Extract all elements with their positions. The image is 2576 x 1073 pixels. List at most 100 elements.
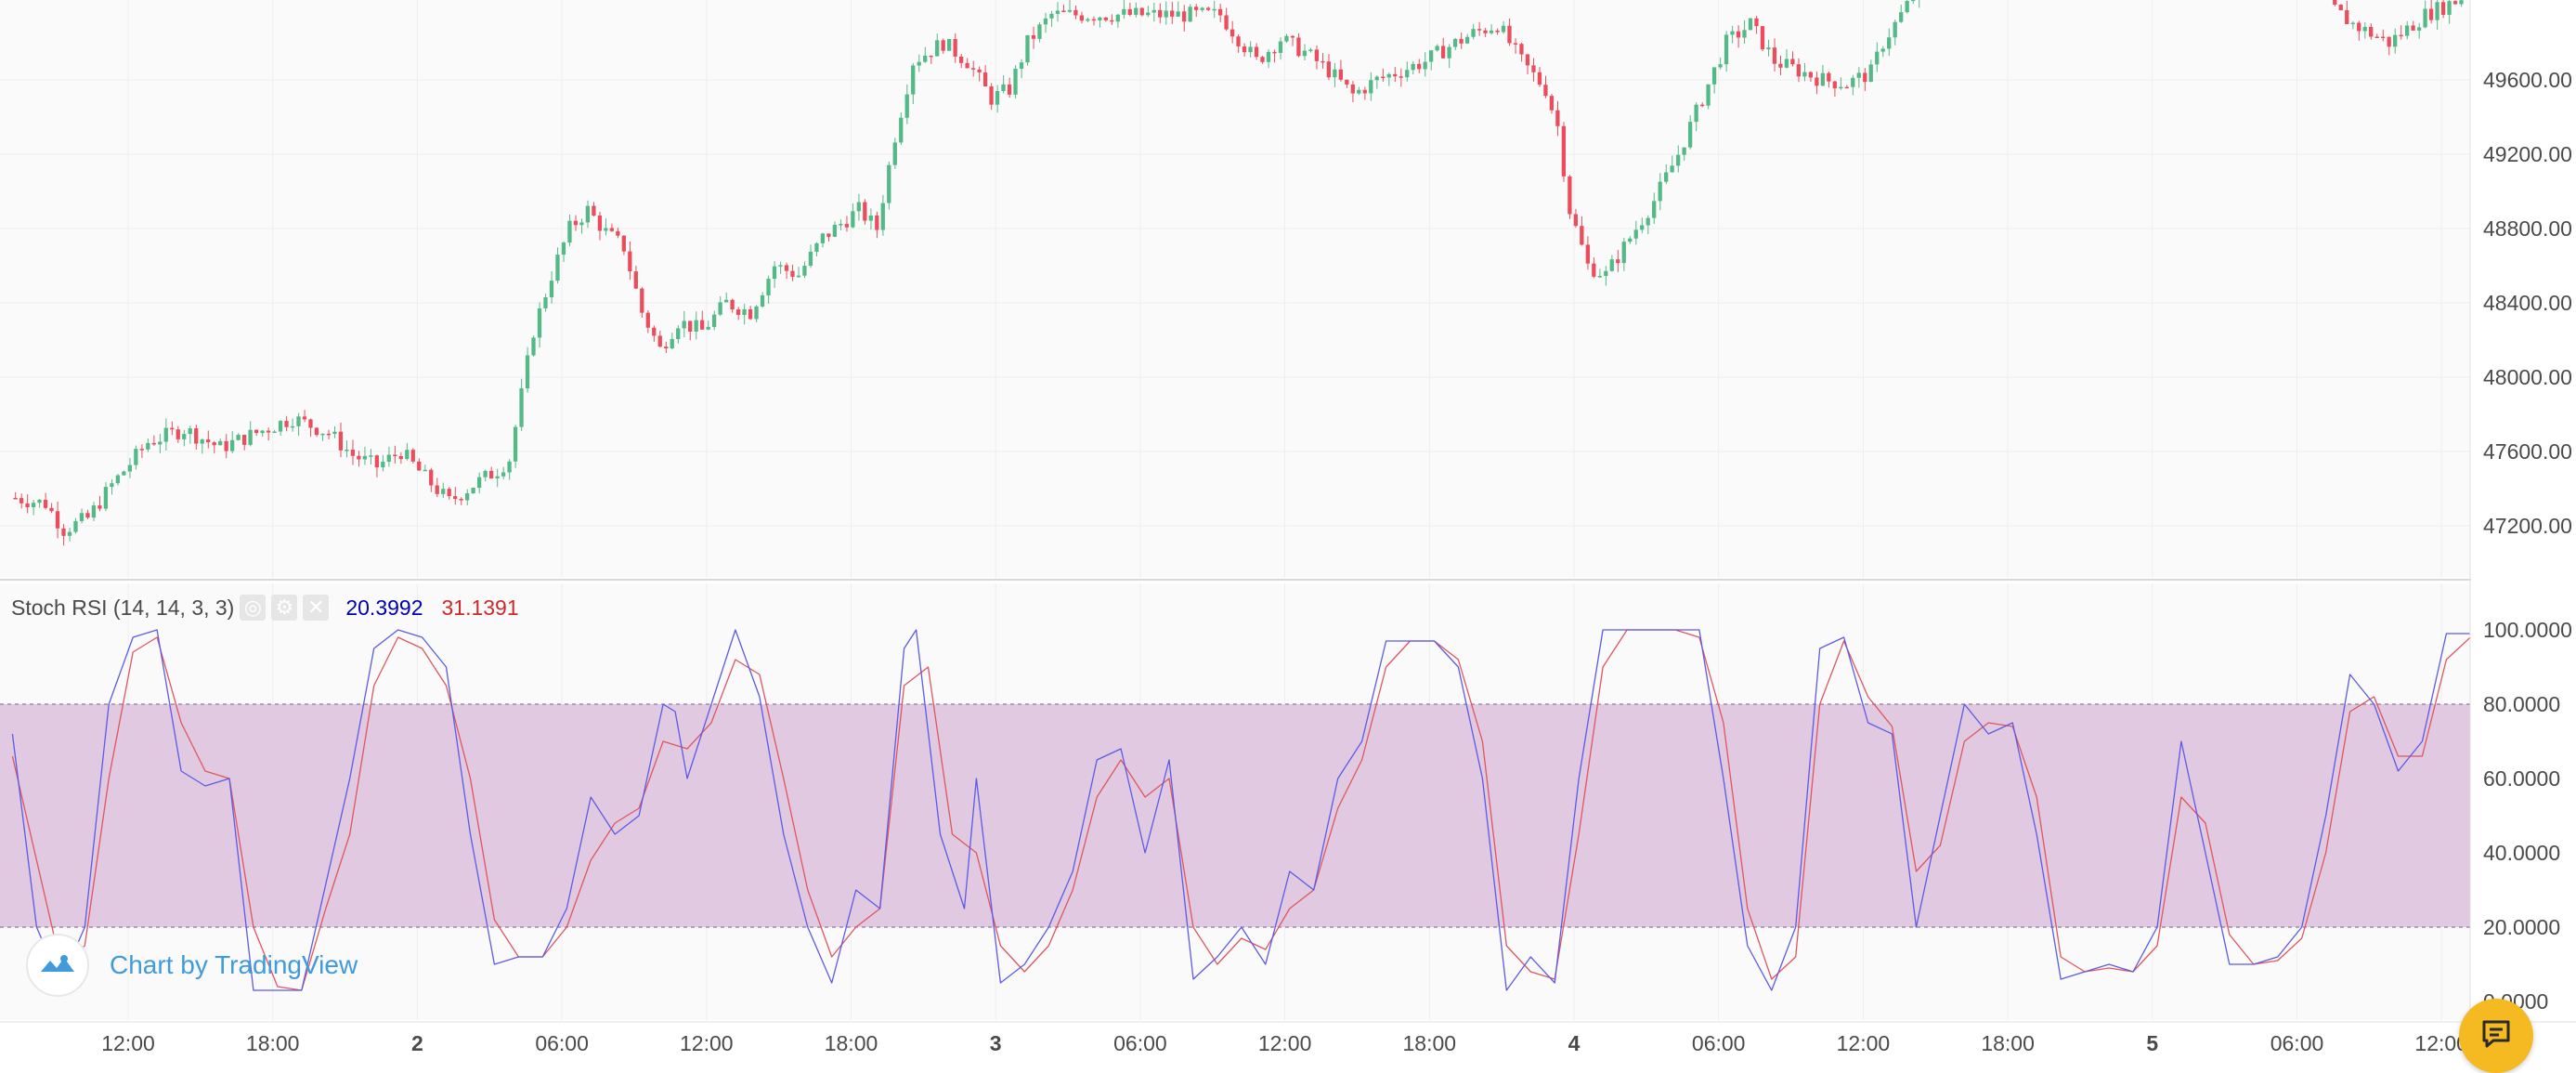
candle-body xyxy=(1736,31,1741,38)
candle-body xyxy=(1832,81,1837,89)
candle-body xyxy=(218,440,223,446)
price-tick-label: 48000.00 xyxy=(2483,365,2572,389)
candle-body xyxy=(2452,1,2458,5)
candle-body xyxy=(682,321,686,329)
candle-body xyxy=(308,419,313,428)
eye-icon[interactable]: ◎ xyxy=(240,595,267,621)
time-tick-label: 18:00 xyxy=(1981,1031,2035,1055)
candle-body xyxy=(1868,64,1873,83)
stoch-tick-label: 40.0000 xyxy=(2483,841,2560,865)
stoch-rsi-pane[interactable] xyxy=(0,583,2576,1020)
candle-body xyxy=(1766,47,1771,50)
candle-body xyxy=(471,488,475,493)
candle-body xyxy=(863,202,867,221)
candle-body xyxy=(567,220,572,243)
candle-body xyxy=(573,220,579,226)
candle-body xyxy=(784,265,789,271)
candle-body xyxy=(904,94,909,118)
candle-body xyxy=(579,222,584,226)
candle-body xyxy=(151,442,156,445)
candle-body xyxy=(103,487,109,509)
candle-body xyxy=(278,421,283,432)
candle-body xyxy=(284,421,289,427)
candle-body xyxy=(844,224,850,228)
candle-body xyxy=(1357,89,1361,94)
candle-body xyxy=(953,39,957,57)
candle-body xyxy=(1158,9,1163,18)
candle-body xyxy=(1429,50,1434,62)
time-tick-label: 18:00 xyxy=(1403,1031,1457,1055)
price-axis[interactable]: 47200.00 47600.00 48000.00 48400.00 48800.00… xyxy=(2469,0,2576,1022)
candle-body xyxy=(115,475,121,484)
candle-body xyxy=(37,499,42,504)
candle-body xyxy=(832,224,838,237)
candle-body xyxy=(1718,64,1723,68)
time-tick-label: 06:00 xyxy=(2270,1031,2324,1055)
candle-body xyxy=(1224,15,1229,30)
candle-body xyxy=(958,56,964,63)
candle-body xyxy=(941,40,945,51)
time-tick-label: 12:00 xyxy=(1837,1031,1891,1055)
candle-body xyxy=(290,425,295,428)
candle-body xyxy=(423,469,427,472)
candle-body xyxy=(188,428,192,435)
candle-body xyxy=(1308,49,1313,51)
candle-body xyxy=(1164,10,1168,18)
candle-body xyxy=(176,429,180,439)
candle-body xyxy=(2435,2,2439,20)
candle-body xyxy=(374,455,379,468)
candle-body xyxy=(1905,1,1909,13)
candle-body xyxy=(326,433,332,436)
candle-body xyxy=(1489,30,1494,33)
candle-body xyxy=(676,328,681,339)
candle-body xyxy=(1568,176,1572,215)
candle-body xyxy=(1851,77,1855,87)
candle-body xyxy=(386,454,391,463)
candle-body xyxy=(1031,34,1036,39)
candle-body xyxy=(110,483,114,488)
candle-body xyxy=(1399,76,1403,78)
candle-body xyxy=(1730,31,1735,35)
candle-body xyxy=(616,230,620,236)
candle-body xyxy=(345,450,349,451)
candle-body xyxy=(585,205,591,223)
candle-body xyxy=(778,265,783,267)
price-pane[interactable] xyxy=(0,0,2576,581)
candle-body xyxy=(2399,34,2403,37)
candle-body xyxy=(694,320,698,332)
candle-body xyxy=(604,228,608,231)
candle-body xyxy=(839,224,843,226)
candle-body xyxy=(826,233,831,237)
candle-body xyxy=(1248,46,1253,53)
candle-body xyxy=(1333,69,1337,78)
candle-body xyxy=(742,308,747,315)
candle-body xyxy=(73,520,78,532)
candle-body xyxy=(236,435,241,440)
candle-body xyxy=(633,271,638,289)
candle-body xyxy=(393,454,397,457)
candle-body xyxy=(453,496,458,499)
candle-body xyxy=(134,449,138,465)
close-icon[interactable]: ✕ xyxy=(303,595,330,621)
candle-body xyxy=(1820,72,1825,86)
candle-body xyxy=(2374,36,2379,38)
candle-body xyxy=(609,228,614,231)
candle-body xyxy=(1471,29,1476,37)
time-axis[interactable]: 12:00 18:00 2 06:00 12:00 18:00 3 06:00 12:00 18:… xyxy=(0,1021,2576,1065)
candle-body xyxy=(555,255,560,281)
gear-icon[interactable]: ⚙ xyxy=(271,595,298,621)
candle-body xyxy=(2387,36,2391,47)
candle-body xyxy=(875,216,879,230)
candle-body xyxy=(2447,1,2452,15)
candle-body xyxy=(1772,47,1777,64)
candle-body xyxy=(1061,10,1066,12)
chat-button[interactable] xyxy=(2459,999,2533,1073)
candle-body xyxy=(1115,14,1120,22)
tradingview-watermark[interactable]: Chart by TradingView xyxy=(26,933,358,998)
candle-body xyxy=(1091,19,1096,21)
watermark-text: Chart by TradingView xyxy=(110,950,358,979)
candle-body xyxy=(1585,244,1590,264)
candle-body xyxy=(1911,0,1916,2)
candle-body xyxy=(182,434,187,439)
